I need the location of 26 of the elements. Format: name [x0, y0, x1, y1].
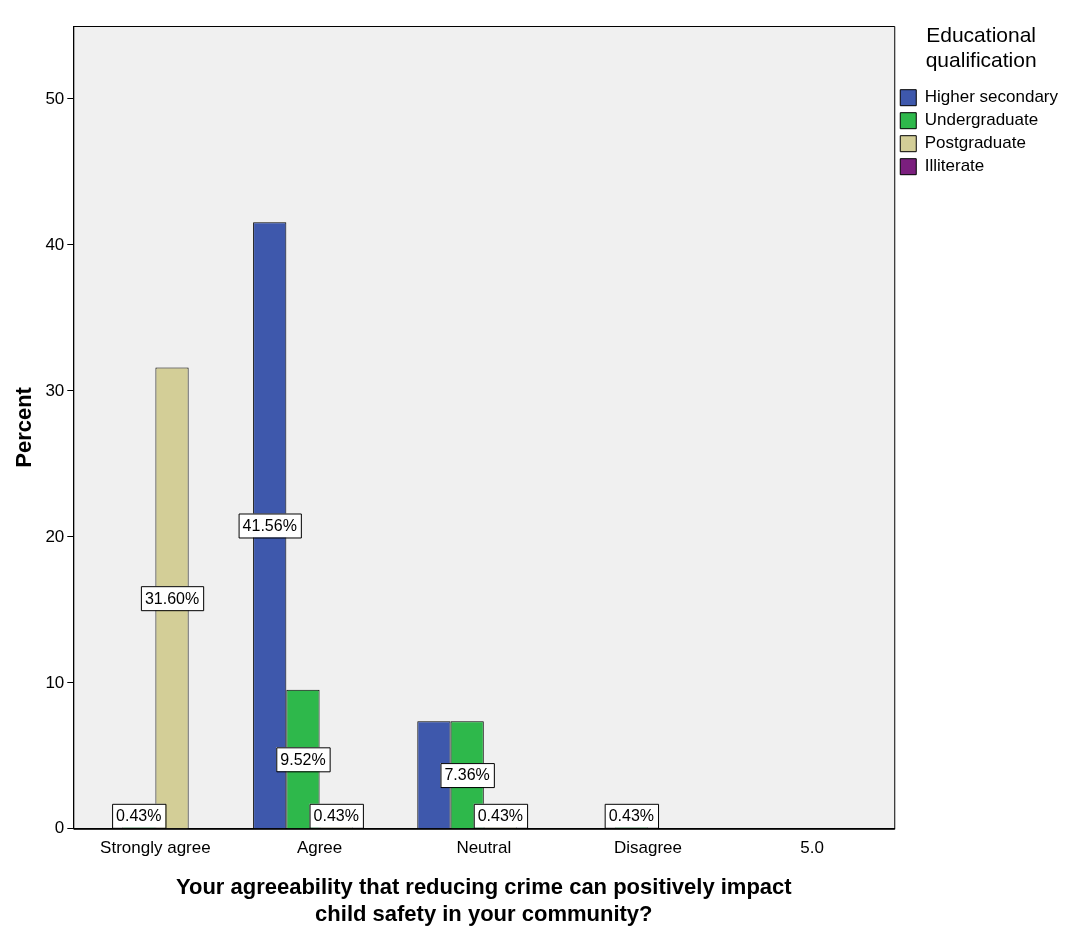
legend-label: Undergraduate: [924, 110, 1039, 130]
legend-title: Educational qualification: [925, 23, 1037, 72]
y-tick-label: 10: [45, 672, 65, 692]
x-tick-label: Strongly agree: [100, 837, 211, 857]
x-tick-label: Neutral: [456, 837, 512, 857]
x-tick-label: Disagree: [613, 837, 682, 857]
data-label: 41.56%: [242, 516, 297, 534]
y-tick-label: 40: [45, 234, 65, 254]
y-tick-label: 50: [45, 88, 65, 108]
legend-label: Illiterate: [924, 156, 985, 176]
data-label: 0.43%: [313, 807, 359, 825]
data-label: 9.52%: [280, 750, 326, 768]
legend-label: Postgraduate: [924, 133, 1026, 153]
y-tick-label: 20: [45, 526, 65, 546]
data-label: 31.60%: [144, 589, 200, 607]
data-label: 0.43%: [477, 807, 524, 825]
legend-label: Higher secondary: [924, 87, 1059, 107]
data-label: 0.43%: [608, 807, 655, 825]
data-label: 7.36%: [444, 766, 490, 784]
x-tick-label: Agree: [296, 837, 343, 857]
y-axis-title: Percent: [11, 386, 37, 468]
x-tick-label: 5.0: [800, 837, 824, 857]
x-axis-title: Your agreeability that reducing crime can positively impact child safety in your community?: [175, 874, 793, 926]
y-tick-label: 0: [54, 818, 65, 838]
y-tick-label: 30: [45, 380, 65, 400]
data-label: 0.43%: [116, 807, 162, 825]
